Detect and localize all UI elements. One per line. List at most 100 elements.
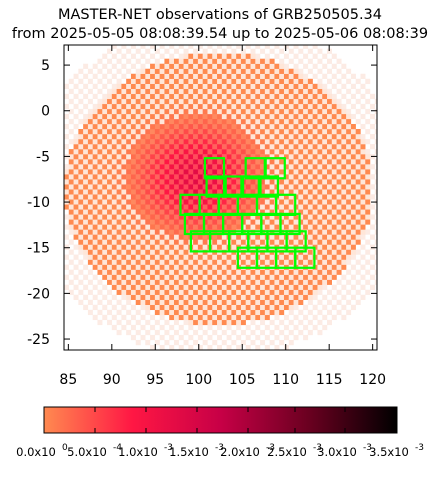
- heatmap-cell: [121, 284, 127, 290]
- heatmap-cell: [169, 304, 175, 311]
- heatmap-cell: [140, 169, 146, 175]
- heatmap-cell: [212, 83, 218, 90]
- heatmap-cell: [298, 194, 304, 200]
- heatmap-cell: [212, 53, 218, 59]
- heatmap-cell: [360, 229, 366, 235]
- heatmap-cell: [83, 154, 89, 160]
- heatmap-cell: [188, 204, 194, 210]
- heatmap-cell: [217, 324, 222, 331]
- heatmap-cell: [121, 139, 127, 145]
- heatmap-cell: [355, 214, 361, 220]
- heatmap-cell: [73, 83, 79, 90]
- heatmap-cell: [130, 224, 136, 230]
- heatmap-cell: [193, 339, 199, 346]
- heatmap-cell: [183, 204, 189, 210]
- heatmap-cell: [111, 123, 117, 130]
- heatmap-cell: [102, 129, 108, 135]
- heatmap-cell: [121, 108, 127, 115]
- heatmap-cell: [78, 224, 84, 230]
- heatmap-cell: [83, 199, 89, 205]
- heatmap-cell: [255, 344, 261, 350]
- heatmap-cell: [197, 123, 203, 130]
- heatmap-cell: [145, 134, 151, 140]
- heatmap-cell: [116, 309, 122, 316]
- heatmap-cell: [331, 254, 337, 260]
- heatmap-cell: [231, 269, 237, 275]
- heatmap-cell: [68, 259, 74, 265]
- heatmap-cell: [312, 239, 318, 245]
- heatmap-cell: [217, 129, 222, 135]
- heatmap-cell: [283, 209, 289, 215]
- heatmap-cell: [341, 234, 347, 240]
- heatmap-cell: [346, 204, 352, 210]
- heatmap-cell: [159, 83, 165, 90]
- heatmap-cell: [68, 249, 74, 255]
- heatmap-cell: [169, 259, 175, 265]
- heatmap-cell: [140, 264, 146, 270]
- heatmap-cell: [288, 224, 294, 230]
- heatmap-cell: [130, 304, 136, 311]
- heatmap-cell: [245, 169, 251, 175]
- heatmap-cell: [212, 159, 218, 165]
- heatmap-cell: [303, 174, 309, 180]
- heatmap-cell: [264, 93, 270, 100]
- heatmap-cell: [279, 269, 285, 275]
- heatmap-cell: [83, 103, 89, 110]
- heatmap-cell: [240, 314, 246, 321]
- heatmap-cell: [140, 164, 146, 170]
- heatmap-cell: [92, 239, 98, 245]
- heatmap-cell: [236, 118, 242, 125]
- heatmap-cell: [360, 284, 366, 290]
- heatmap-cell: [164, 329, 170, 336]
- heatmap-cell: [140, 78, 146, 85]
- heatmap-cell: [73, 214, 79, 220]
- heatmap-cell: [274, 224, 280, 230]
- heatmap-cell: [260, 78, 266, 85]
- heatmap-cell: [288, 164, 294, 170]
- heatmap-cell: [83, 83, 89, 90]
- heatmap-cell: [102, 103, 108, 110]
- heatmap-cell: [78, 98, 84, 105]
- heatmap-cell: [231, 209, 237, 215]
- heatmap-cell: [360, 179, 366, 185]
- heatmap-cell: [126, 209, 132, 215]
- heatmap-cell: [312, 139, 318, 145]
- heatmap-cell: [188, 184, 194, 190]
- heatmap-cell: [269, 339, 275, 346]
- heatmap-cell: [269, 224, 275, 230]
- heatmap-cell: [217, 314, 222, 321]
- heatmap-cell: [269, 134, 275, 140]
- heatmap-cell: [331, 118, 337, 125]
- heatmap-cell: [145, 194, 151, 200]
- heatmap-cell: [236, 299, 242, 305]
- heatmap-cell: [226, 304, 232, 311]
- heatmap-cell: [102, 189, 108, 195]
- heatmap-cell: [207, 334, 213, 341]
- heatmap-cell: [226, 53, 232, 59]
- heatmap-cell: [331, 103, 337, 110]
- heatmap-cell: [126, 309, 132, 316]
- heatmap-cell: [350, 129, 356, 135]
- heatmap-cell: [73, 139, 79, 145]
- heatmap-cell: [217, 108, 222, 115]
- heatmap-cell: [293, 224, 299, 230]
- heatmap-cell: [140, 279, 146, 285]
- heatmap-cell: [150, 219, 156, 225]
- heatmap-cell: [327, 113, 332, 120]
- heatmap-cell: [298, 144, 304, 150]
- heatmap-cell: [303, 78, 309, 85]
- heatmap-cell: [178, 299, 184, 305]
- heatmap-cell: [293, 78, 299, 85]
- heatmap-cell: [212, 118, 218, 125]
- heatmap-cell: [150, 134, 156, 140]
- heatmap-cell: [283, 284, 289, 290]
- heatmap-cell: [250, 149, 256, 155]
- heatmap-cell: [154, 83, 160, 90]
- heatmap-cell: [87, 88, 93, 95]
- heatmap-cell: [327, 129, 332, 135]
- heatmap-cell: [145, 329, 151, 336]
- heatmap-cell: [327, 319, 332, 326]
- heatmap-cell: [193, 164, 199, 170]
- heatmap-cell: [245, 274, 251, 280]
- heatmap-cell: [107, 204, 113, 210]
